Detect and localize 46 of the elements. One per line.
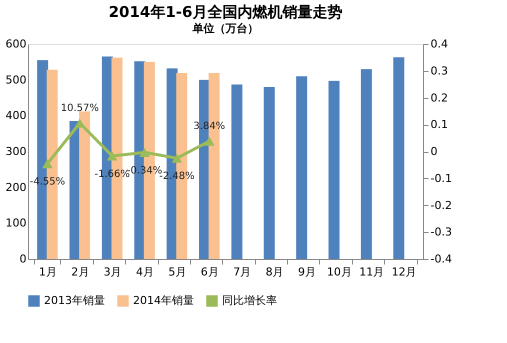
x-tick-label: 6月 — [200, 266, 219, 278]
y2-tick-label: 0.3 — [430, 64, 448, 78]
point — [204, 136, 215, 146]
legend-label: 2013年销量 — [44, 294, 105, 307]
x-tick-label: 1月 — [38, 266, 57, 278]
bar — [231, 84, 242, 259]
bar — [79, 111, 90, 259]
y-tick-label: 100 — [6, 216, 26, 230]
point — [42, 159, 53, 168]
point — [106, 151, 118, 160]
y-tick-label: 0 — [20, 252, 26, 266]
y-tick-label: 200 — [6, 180, 26, 194]
bar — [360, 69, 372, 259]
chart-title: 2014年1-6月全国内燃机销量走势 — [108, 3, 342, 21]
y2-tick-label: -0.4 — [430, 252, 452, 266]
x-tick-label: 12月 — [392, 266, 417, 278]
x-tick-label: 7月 — [233, 266, 252, 278]
y2-tick-label: 0 — [430, 145, 438, 158]
y2-tick-label: 0.2 — [430, 91, 448, 104]
legend-label: 同比增长率 — [222, 294, 277, 307]
y-tick-label: 400 — [6, 109, 26, 122]
y-tick-label: 500 — [6, 73, 26, 86]
y2-tick-label: -0.1 — [430, 172, 452, 185]
y2-tick-label: -0.2 — [430, 198, 452, 212]
x-tick-label: 2月 — [71, 266, 90, 278]
x-tick-label: 4月 — [136, 266, 154, 278]
y2-tick-label: 0.4 — [430, 38, 448, 50]
legend-label: 2014年销量 — [133, 294, 194, 307]
y-tick-label: 600 — [6, 38, 26, 50]
x-tick-label: 3月 — [104, 266, 122, 278]
chart-subtitle: 单位（万台） — [192, 22, 258, 35]
data-label: 10.57% — [60, 103, 99, 114]
bar — [264, 87, 275, 259]
y2-tick-label: 0.1 — [430, 118, 448, 132]
x-tick-label: 9月 — [298, 266, 316, 278]
bar — [393, 57, 404, 259]
y2-tick-label: -0.3 — [430, 226, 452, 239]
x-tick-label: 11月 — [359, 266, 384, 278]
x-tick-label: 10月 — [326, 266, 352, 278]
bar — [328, 80, 340, 259]
x-tick-label: 5月 — [168, 266, 186, 278]
x-tick-label: 8月 — [266, 266, 284, 278]
point — [139, 148, 150, 157]
bar — [296, 76, 308, 259]
y-tick-label: 300 — [6, 145, 26, 158]
point — [172, 154, 182, 163]
